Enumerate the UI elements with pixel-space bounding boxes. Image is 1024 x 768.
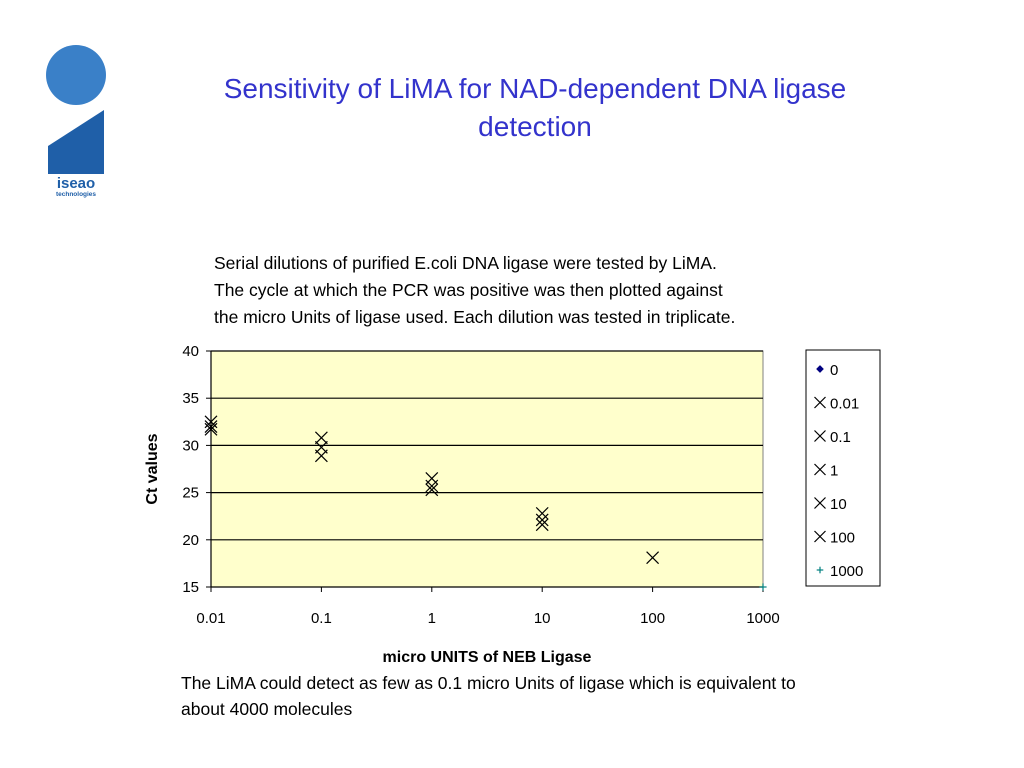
axes — [206, 350, 764, 592]
y-axis-label: Ct values — [144, 433, 161, 504]
description-text: Serial dilutions of purified E.coli DNA … — [214, 250, 914, 331]
marker-stroke — [425, 479, 439, 493]
marker-stroke — [204, 422, 218, 436]
description-line: Serial dilutions of purified E.coli DNA … — [214, 253, 717, 273]
data-point — [204, 420, 218, 433]
y-tick-labels: 15 20 25 30 35 40 — [182, 343, 199, 596]
legend-label: 100 — [830, 530, 855, 547]
x-axis-label: micro UNITS of NEB Ligase — [383, 649, 592, 666]
legend-marker — [816, 365, 824, 373]
legend-marker — [814, 396, 826, 409]
conclusion-line: about 4000 molecules — [181, 699, 353, 719]
marker-stroke — [204, 420, 218, 433]
y-tick-label: 15 — [182, 579, 199, 596]
legend-label: 10 — [830, 496, 847, 513]
legend-label: 0 — [830, 362, 838, 379]
y-tick-label: 20 — [182, 532, 199, 549]
x-tick-label: 0.01 — [196, 610, 225, 627]
y-tick-label: 35 — [182, 390, 199, 407]
marker-stroke — [314, 431, 328, 445]
legend-label: 1 — [830, 463, 838, 480]
x-tick-label: 0.1 — [311, 610, 332, 627]
marker-stroke — [535, 506, 549, 520]
conclusion-line: The LiMA could detect as few as 0.1 micr… — [181, 673, 796, 693]
y-tick-label: 30 — [182, 437, 199, 454]
data-point — [535, 513, 549, 527]
marker-stroke — [535, 518, 549, 532]
data-point — [535, 506, 549, 520]
x-tick-labels: 0.01 0.1 1 10 100 1000 — [196, 610, 779, 627]
legend: 0 0.01 0.1 1 10 100 1000 — [805, 349, 881, 587]
data-point — [759, 583, 767, 591]
legend-marker — [814, 430, 826, 442]
legend-box — [805, 349, 881, 587]
x-tick-label: 1000 — [746, 610, 779, 627]
data-point — [204, 422, 218, 436]
y-tick-label: 25 — [182, 485, 199, 502]
marker-stroke — [814, 463, 826, 476]
marker-stroke — [646, 551, 660, 565]
marker-stroke — [814, 396, 826, 409]
marker-stroke — [314, 449, 328, 463]
data-points — [204, 415, 767, 591]
slide-title-line-2: detection — [478, 111, 592, 142]
data-point — [314, 449, 328, 463]
x-tick-label: 10 — [534, 610, 551, 627]
y-tick-label: 40 — [182, 343, 199, 360]
marker-stroke — [814, 530, 826, 543]
data-point — [314, 431, 328, 445]
logo-circle — [46, 45, 106, 105]
data-point — [425, 483, 439, 497]
slide-title-line-1: Sensitivity of LiMA for NAD-dependent DN… — [223, 73, 847, 104]
marker-stroke — [425, 483, 439, 497]
logo-text-sub: technologies — [56, 191, 96, 198]
description-line: The cycle at which the PCR was positive … — [214, 280, 723, 300]
data-point — [425, 479, 439, 493]
legend-label: 1000 — [830, 563, 863, 580]
data-point — [535, 518, 549, 532]
logo-text-main: iseao — [57, 175, 95, 192]
x-tick-label: 100 — [640, 610, 665, 627]
marker-stroke — [535, 513, 549, 527]
marker-stroke — [814, 497, 826, 509]
gridlines — [211, 350, 763, 541]
legend-marker — [814, 497, 826, 509]
x-tick-label: 1 — [428, 610, 436, 627]
conclusion-text: The LiMA could detect as few as 0.1 micr… — [181, 670, 1001, 722]
legend-marker — [814, 530, 826, 543]
legend-marker — [814, 463, 826, 476]
legend-items: 0 0.01 0.1 1 10 100 1000 — [814, 362, 863, 580]
iseao-logo: iseao technologies — [46, 45, 106, 198]
data-point — [646, 551, 660, 565]
description-line: the micro Units of ligase used. Each dil… — [214, 307, 736, 327]
logo-slanted-block — [48, 110, 104, 174]
slide-title: Sensitivity of LiMA for NAD-dependent DN… — [130, 70, 940, 146]
legend-label: 0.1 — [830, 429, 851, 446]
legend-label: 0.01 — [830, 396, 859, 413]
marker-stroke — [814, 430, 826, 442]
legend-marker — [816, 566, 824, 574]
plot-area — [210, 350, 764, 588]
